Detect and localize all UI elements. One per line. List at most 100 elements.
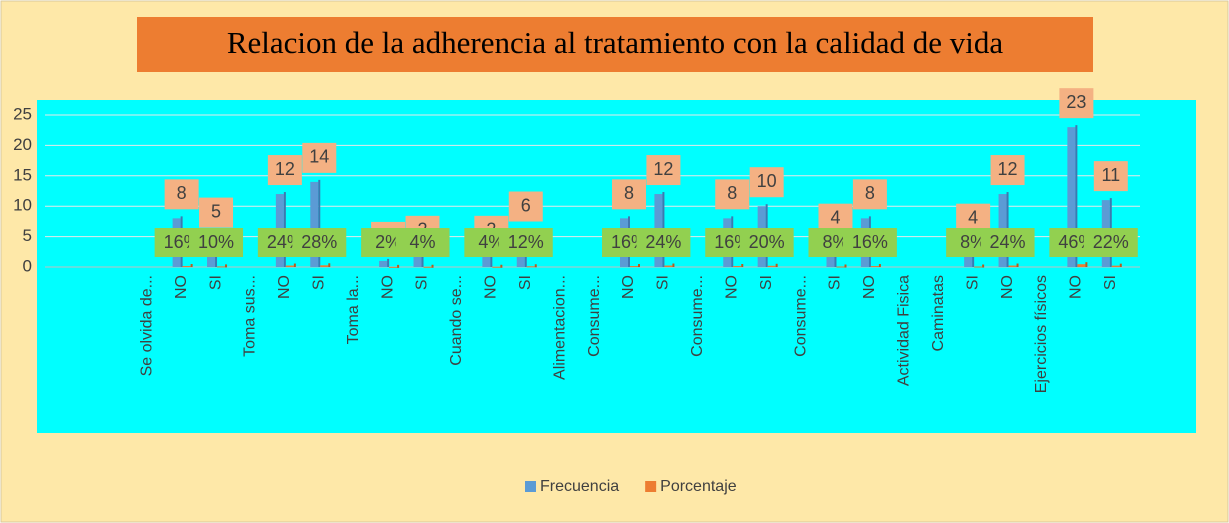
value-label: 8 [865,183,875,203]
legend-swatch [525,481,536,492]
value-label: 12 [653,159,673,179]
x-tick-label: NO [173,275,190,299]
value-label: 12% [508,232,544,252]
value-label: 11 [1101,165,1120,185]
bar [182,266,191,268]
bar-side [500,264,503,268]
x-tick-label: SI [517,275,534,290]
value-label: 8% [822,232,848,252]
x-tick-label: NO [620,275,637,299]
x-tick-label: SI [827,275,844,290]
value-label-box [395,228,450,257]
bar-side [878,264,881,268]
bar-side [397,264,400,268]
value-label: 16% [852,232,888,252]
value-label: 8 [727,183,737,203]
x-tick-label: SI [655,275,672,290]
x-tick-label: Toma la... [345,275,362,344]
x-tick-label: Alimentacion... [551,275,568,380]
y-tick-label: 25 [13,104,32,123]
value-label-box [646,155,681,186]
bar [389,266,398,268]
value-label-box [1083,228,1138,257]
bar [733,266,742,268]
x-tick-label: Ejercicios físicos [1033,275,1050,393]
x-tick-label: Consume... [792,275,809,357]
value-label-box [612,179,646,210]
bar [1077,264,1086,267]
x-tick-label: NO [1068,275,1085,299]
x-tick-label: Actividad Fisica [896,275,913,386]
bar-side [534,264,537,268]
value-label: 6 [521,195,531,215]
value-label: 8 [177,183,187,203]
bar [630,266,638,268]
bar [423,266,432,268]
bar [492,266,501,268]
bar-side [293,263,296,267]
x-tick-label: SI [310,275,327,290]
bar [413,254,422,267]
chart-title: Relacion de la adherencia al tratamiento… [227,25,1004,60]
value-label-box [636,228,691,257]
value-label-box [842,228,897,257]
bar-side [1016,263,1019,267]
bar [664,265,673,267]
legend-label: Frecuencia [540,478,619,495]
x-tick-label: Toma sus... [242,275,259,357]
x-tick-label: NO [723,275,740,299]
value-label: 20% [749,232,785,252]
value-label: 12 [275,159,295,179]
x-tick-label: Caminatas [930,275,947,351]
y-tick-label: 15 [13,165,32,184]
value-label-box [739,228,794,257]
y-tick-label: 0 [23,256,32,275]
bar [1111,265,1120,267]
value-label-box [189,228,244,257]
value-label-box [508,191,543,222]
value-label-box [164,179,199,210]
value-label-box [1059,88,1094,119]
value-label: 12 [998,159,1018,179]
value-label-box [498,228,553,257]
value-label: 8% [960,232,986,252]
x-tick-label: NO [999,275,1016,299]
bar [285,265,294,267]
bar [1067,127,1076,267]
value-label-box [749,167,784,198]
bar-side [638,264,640,268]
bar [310,181,319,267]
value-label: 10% [198,232,234,252]
value-label: 8 [624,183,634,203]
value-label: 5 [211,201,221,221]
bar [217,266,226,268]
bar-side [318,179,321,267]
x-tick-label: NO [379,275,396,299]
value-label-box [1093,161,1128,192]
value-label-box [852,179,887,210]
bar-side [741,264,744,268]
bar [870,266,879,268]
legend-swatch [645,481,657,492]
bar-side [431,264,434,268]
bar-side [844,264,847,268]
legend-label: Porcentaje [660,478,737,495]
bar-side [982,264,985,268]
bar-side [328,263,331,267]
bar-side [1119,263,1122,267]
y-tick-label: 20 [13,135,32,154]
value-label-box [990,155,1025,186]
value-label: 4% [478,232,504,252]
y-tick-label: 5 [23,226,32,245]
bar-side [775,263,778,267]
x-tick-label: SI [758,275,775,290]
x-tick-label: SI [1102,275,1119,290]
title-box [137,17,1093,72]
x-tick-label: NO [483,275,500,299]
x-tick-label: Cuando se... [448,275,465,366]
value-label: 24% [645,232,681,252]
value-label-box [980,228,1035,257]
bar-side [387,258,390,267]
bar [482,254,491,267]
